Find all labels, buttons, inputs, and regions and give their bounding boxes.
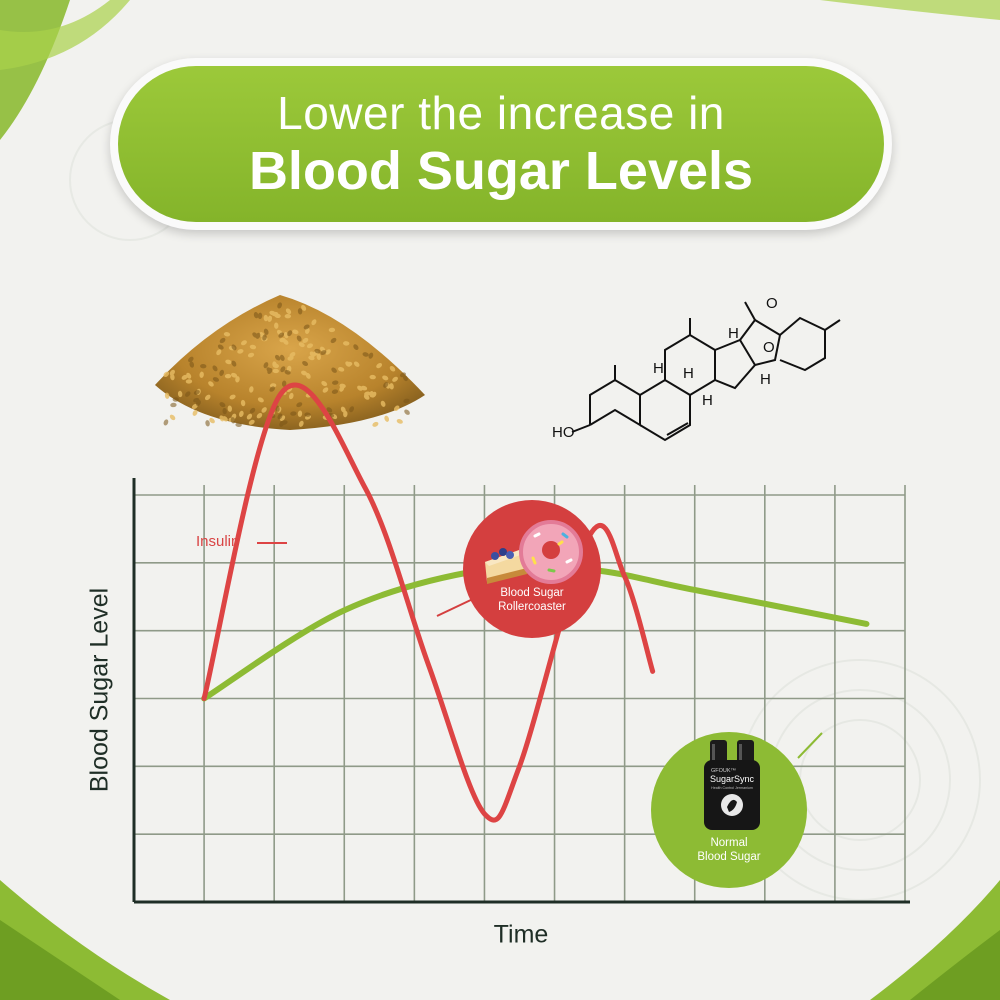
product-maker-text: GFOUK™ (711, 768, 736, 774)
series-label-insulin: Insulin (196, 533, 240, 550)
normal-leader-line (797, 732, 823, 759)
molecule-label-o2: O (763, 339, 775, 356)
normal-label-line-1: Normal (710, 837, 748, 849)
molecule-label-o1: O (766, 295, 778, 312)
rollercoaster-label-line-2: Rollercoaster (498, 601, 566, 613)
molecule-label-h3: H (702, 392, 713, 409)
product-brand-text: SugarSync (710, 774, 755, 784)
chart-axes (132, 478, 910, 904)
series-line-insulin (201, 382, 656, 823)
x-axis-label: Time (493, 920, 549, 949)
title-banner: Lower the increase in Blood Sugar Levels (110, 58, 892, 230)
molecule-label-h1: H (653, 360, 664, 377)
molecule-label-h4: H (728, 325, 739, 342)
fenugreek-seeds-image (155, 295, 425, 430)
sugarsync-product-icon: GFOUK™ SugarSync Health Control Jermaniu… (704, 740, 760, 830)
y-axis-label: Blood Sugar Level (85, 587, 114, 793)
title-banner-fill: Lower the increase in Blood Sugar Levels (118, 66, 884, 222)
rollercoaster-badge: Blood Sugar Rollercoaster (463, 500, 601, 638)
title-line-2: Blood Sugar Levels (248, 141, 754, 201)
molecule-label-ho: HO (552, 424, 575, 441)
normal-blood-sugar-badge: GFOUK™ SugarSync Health Control Jermaniu… (651, 732, 807, 888)
product-sub-text: Health Control Jermanium (711, 786, 753, 790)
rollercoaster-label-line-1: Blood Sugar (500, 587, 564, 599)
title-line-1: Lower the increase in (277, 87, 725, 139)
molecule-label-h2: H (683, 365, 694, 382)
rollercoaster-leader-line (436, 597, 476, 617)
normal-label-line-2: Blood Sugar (697, 851, 761, 863)
molecule-label-h5: H (760, 371, 771, 388)
chart-leader-lines (257, 542, 823, 759)
cake-and-donut-icon (485, 520, 583, 584)
molecule-structure: O O HO H H H H H (552, 295, 841, 442)
